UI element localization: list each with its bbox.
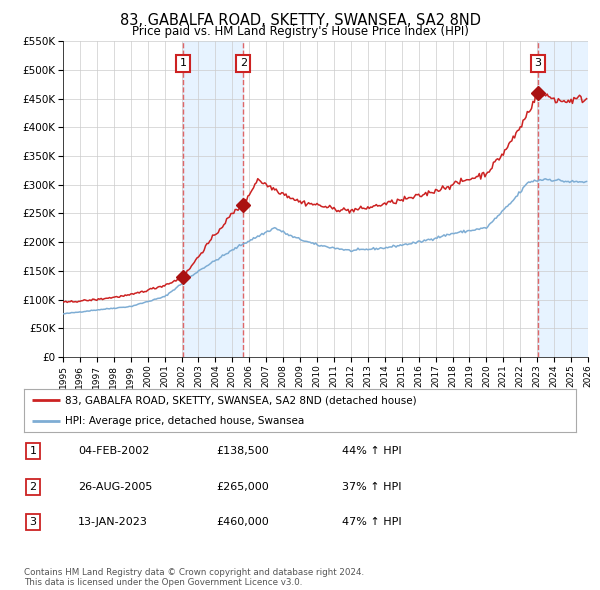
Text: 3: 3 (535, 58, 541, 68)
Text: 83, GABALFA ROAD, SKETTY, SWANSEA, SA2 8ND (detached house): 83, GABALFA ROAD, SKETTY, SWANSEA, SA2 8… (65, 395, 417, 405)
Text: 1: 1 (179, 58, 187, 68)
Text: £460,000: £460,000 (216, 517, 269, 527)
Text: 83, GABALFA ROAD, SKETTY, SWANSEA, SA2 8ND: 83, GABALFA ROAD, SKETTY, SWANSEA, SA2 8… (119, 13, 481, 28)
Text: 04-FEB-2002: 04-FEB-2002 (78, 447, 149, 456)
Text: £265,000: £265,000 (216, 482, 269, 491)
Text: 44% ↑ HPI: 44% ↑ HPI (342, 447, 401, 456)
Text: 1: 1 (29, 447, 37, 456)
Text: Contains HM Land Registry data © Crown copyright and database right 2024.
This d: Contains HM Land Registry data © Crown c… (24, 568, 364, 587)
Bar (183, 41, 244, 357)
Text: 47% ↑ HPI: 47% ↑ HPI (342, 517, 401, 527)
Bar (538, 41, 588, 357)
Text: Price paid vs. HM Land Registry's House Price Index (HPI): Price paid vs. HM Land Registry's House … (131, 25, 469, 38)
Text: 37% ↑ HPI: 37% ↑ HPI (342, 482, 401, 491)
Text: 2: 2 (240, 58, 247, 68)
Text: HPI: Average price, detached house, Swansea: HPI: Average price, detached house, Swan… (65, 416, 305, 426)
Text: 2: 2 (29, 482, 37, 491)
Text: 3: 3 (29, 517, 37, 527)
Text: 13-JAN-2023: 13-JAN-2023 (78, 517, 148, 527)
Text: £138,500: £138,500 (216, 447, 269, 456)
Bar (538, 41, 588, 357)
Text: 26-AUG-2005: 26-AUG-2005 (78, 482, 152, 491)
